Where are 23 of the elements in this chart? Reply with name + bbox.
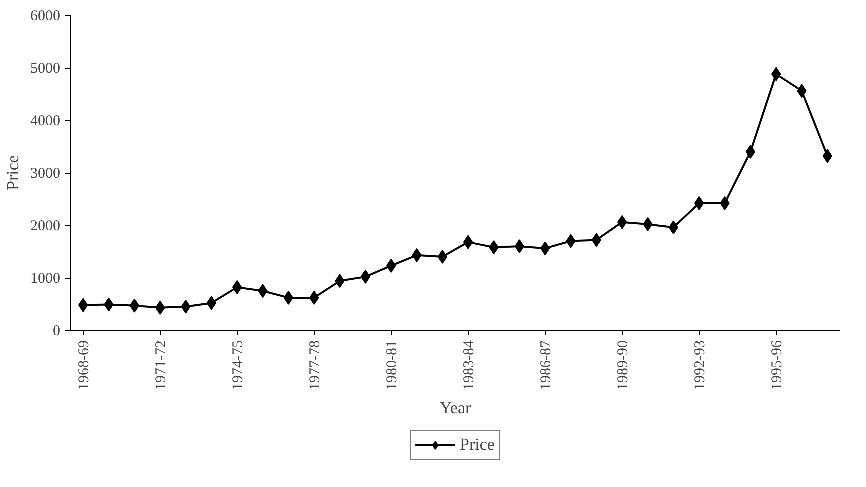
x-tick-label: 1983-84 <box>461 340 478 390</box>
x-tick-label: 1989-90 <box>615 340 632 390</box>
legend-label: Price <box>460 435 495 455</box>
x-tick-label: 1971-72 <box>153 340 170 390</box>
x-tick-label: 1974-75 <box>230 340 246 390</box>
x-tick-label: 1977-78 <box>307 340 324 390</box>
y-tick-label: 2000 <box>30 218 60 234</box>
y-tick-label: 6000 <box>30 8 60 24</box>
y-tick-label: 4000 <box>30 114 60 130</box>
y-tick-label: 0 <box>53 324 60 340</box>
y-axis-title: Price <box>4 156 22 190</box>
point <box>438 250 448 264</box>
y-tick-label: 5000 <box>30 61 60 77</box>
point <box>514 240 524 254</box>
x-tick-label: 1986-87 <box>538 340 554 390</box>
y-tick-label: 3000 <box>30 166 60 182</box>
x-tick-label: 1995-96 <box>769 340 786 390</box>
point <box>746 145 756 159</box>
x-axis-title: Year <box>440 398 472 418</box>
x-tick-label: 1968-69 <box>76 340 92 390</box>
x-tick-label: 1992-93 <box>692 340 708 390</box>
x-tick-label: 1980-81 <box>384 340 400 390</box>
y-tick-label: 1000 <box>30 271 60 287</box>
